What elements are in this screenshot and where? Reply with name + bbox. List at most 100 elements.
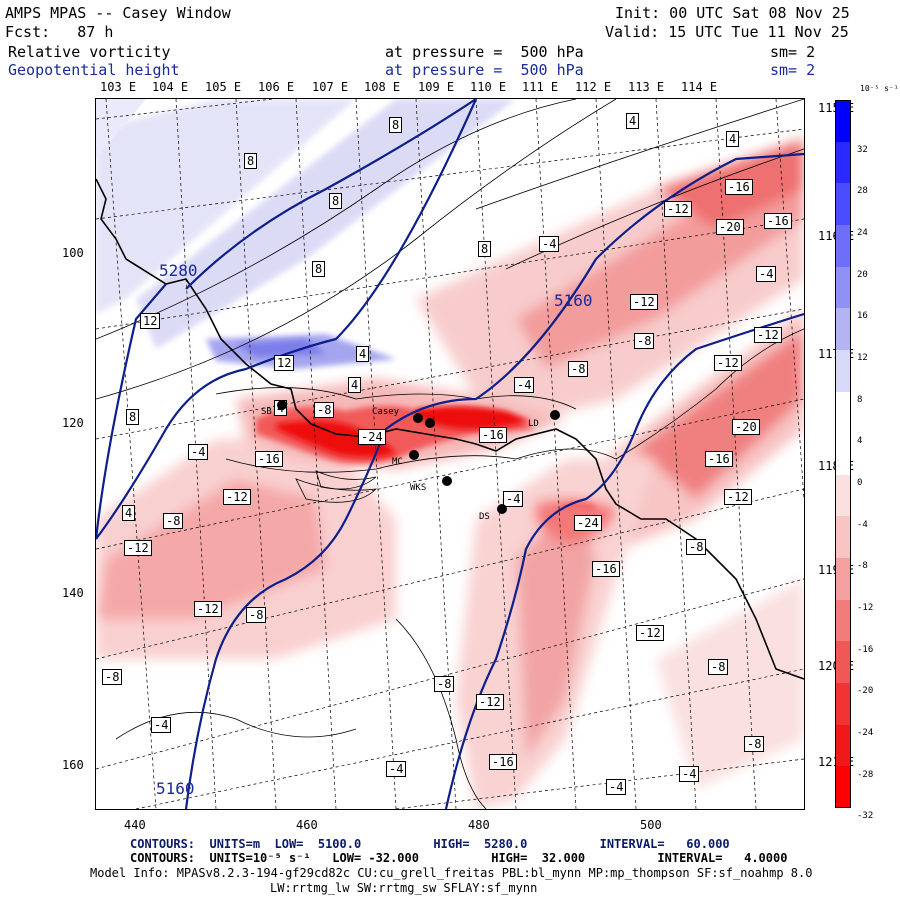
- colorbar-tick: -32: [857, 811, 874, 822]
- contour-label: -16: [592, 561, 620, 577]
- contour-label: 8: [329, 193, 343, 209]
- top-lon-label: 104 E: [152, 80, 189, 94]
- top-lon-label: 108 E: [364, 80, 401, 94]
- station-label-ds: DS: [479, 512, 490, 522]
- height-label-5280: 5280: [159, 261, 198, 280]
- geopotential-height-contours: [96, 99, 804, 809]
- colorbar-tick: -24: [857, 727, 874, 738]
- contour-label: -16: [489, 754, 517, 770]
- field2-name: Geopotential height: [8, 61, 180, 79]
- contour-label: -8: [634, 333, 655, 349]
- colorbar-tick: 8: [857, 394, 863, 405]
- contour-label: 4: [356, 346, 370, 362]
- contour-label: -16: [255, 451, 283, 467]
- contour-label: 4: [348, 377, 362, 393]
- contour-label: 8: [244, 153, 258, 169]
- contour-label: -8: [314, 402, 335, 418]
- colorbar-tick: 20: [857, 269, 868, 280]
- colorbar-tick: -12: [857, 602, 874, 613]
- colorbar-tick: -8: [857, 561, 868, 572]
- field1-level: at pressure = 500 hPa: [385, 43, 584, 61]
- colorbar-tick: -20: [857, 686, 874, 697]
- contour-label: -4: [503, 491, 524, 507]
- colorbar-tick: 12: [857, 353, 868, 364]
- contour-label: -4: [539, 236, 560, 252]
- contour-label: 12: [140, 313, 161, 329]
- left-grid-label: 160: [62, 758, 84, 772]
- intense-vorticity-core: [256, 405, 616, 544]
- top-lon-label: 111 E: [522, 80, 559, 94]
- colorbar-tick: 32: [857, 144, 868, 155]
- top-lon-label: 107 E: [312, 80, 349, 94]
- contour-label: -8: [102, 669, 123, 685]
- station-marker-sb[interactable]: [277, 400, 287, 410]
- field2-level: at pressure = 500 hPa: [385, 61, 584, 79]
- colorbar-segment: [835, 724, 851, 767]
- top-lon-label: 106 E: [258, 80, 295, 94]
- contour-label: -8: [434, 676, 455, 692]
- colorbar-segment: [835, 266, 851, 309]
- station-label-sb: SB: [261, 407, 272, 417]
- colorbar-segment: [835, 391, 851, 434]
- contour-label: 8: [478, 241, 492, 257]
- top-lon-label: 110 E: [470, 80, 507, 94]
- colorbar-tick: 28: [857, 186, 868, 197]
- contour-label: -12: [724, 489, 752, 505]
- positive-vorticity-shading: [96, 99, 516, 369]
- station-marker-casey-2[interactable]: [425, 418, 435, 428]
- footer-height-contours: CONTOURS: UNITS=m LOW= 5100.0 HIGH= 5280…: [130, 837, 730, 851]
- colorbar-tick: 4: [857, 436, 863, 447]
- contour-label: -12: [754, 327, 782, 343]
- colorbar-frame: [835, 100, 851, 808]
- contour-label: 4: [122, 505, 136, 521]
- colorbar-segment: [835, 641, 851, 684]
- bottom-grid-label: 440: [124, 818, 146, 832]
- station-marker-ds[interactable]: [497, 504, 507, 514]
- contour-label: -4: [188, 444, 209, 460]
- colorbar-segment: [835, 183, 851, 226]
- contour-label: -12: [630, 294, 658, 310]
- contour-label: -12: [664, 201, 692, 217]
- contour-label: -12: [223, 489, 251, 505]
- contour-label: -4: [514, 377, 535, 393]
- colorbar-segment: [835, 558, 851, 601]
- colorbar-tick: 24: [857, 228, 868, 239]
- station-label-mc: MC: [392, 457, 403, 467]
- station-marker-mc[interactable]: [409, 450, 419, 460]
- colorbar-segment: [835, 100, 851, 143]
- contour-label: -4: [679, 766, 700, 782]
- contour-label: -20: [716, 219, 744, 235]
- station-marker-ld[interactable]: [550, 410, 560, 420]
- contour-label: -4: [606, 779, 627, 795]
- colorbar-segment: [835, 349, 851, 393]
- contour-label: -12: [124, 540, 152, 556]
- colorbar-segment: [835, 433, 851, 476]
- station-marker-casey[interactable]: [413, 413, 423, 423]
- colorbar-segment: [835, 308, 851, 351]
- colorbar-tick: -16: [857, 644, 874, 655]
- contour-label: 12: [274, 355, 295, 371]
- top-lon-label: 109 E: [418, 80, 455, 94]
- colorbar-tick: -28: [857, 769, 874, 780]
- field1-name: Relative vorticity: [8, 43, 171, 61]
- contour-label: -20: [732, 419, 760, 435]
- contour-label: -24: [358, 429, 386, 445]
- station-label-casey: Casey: [372, 407, 400, 417]
- footer-radiation-info: LW:rrtmg_lw SW:rrtmg_sw SFLAY:sf_mynn: [270, 881, 538, 895]
- station-marker-wks[interactable]: [442, 476, 452, 486]
- contour-label: -16: [479, 427, 507, 443]
- bottom-grid-label: 500: [640, 818, 662, 832]
- left-grid-label: 140: [62, 586, 84, 600]
- contour-label: 4: [626, 113, 640, 129]
- contour-label: 8: [126, 409, 140, 425]
- contour-label: -8: [686, 539, 707, 555]
- colorbar-tick: 0: [857, 478, 863, 488]
- height-label-5160-south: 5160: [156, 779, 195, 798]
- colorbar-segment: [835, 683, 851, 726]
- height-label-5160-north: 5160: [554, 291, 593, 310]
- left-grid-label: 120: [62, 416, 84, 430]
- colorbar-tick: 16: [857, 311, 868, 322]
- contour-label: -4: [151, 717, 172, 733]
- contour-label: -16: [764, 213, 792, 229]
- bottom-grid-label: 480: [468, 818, 490, 832]
